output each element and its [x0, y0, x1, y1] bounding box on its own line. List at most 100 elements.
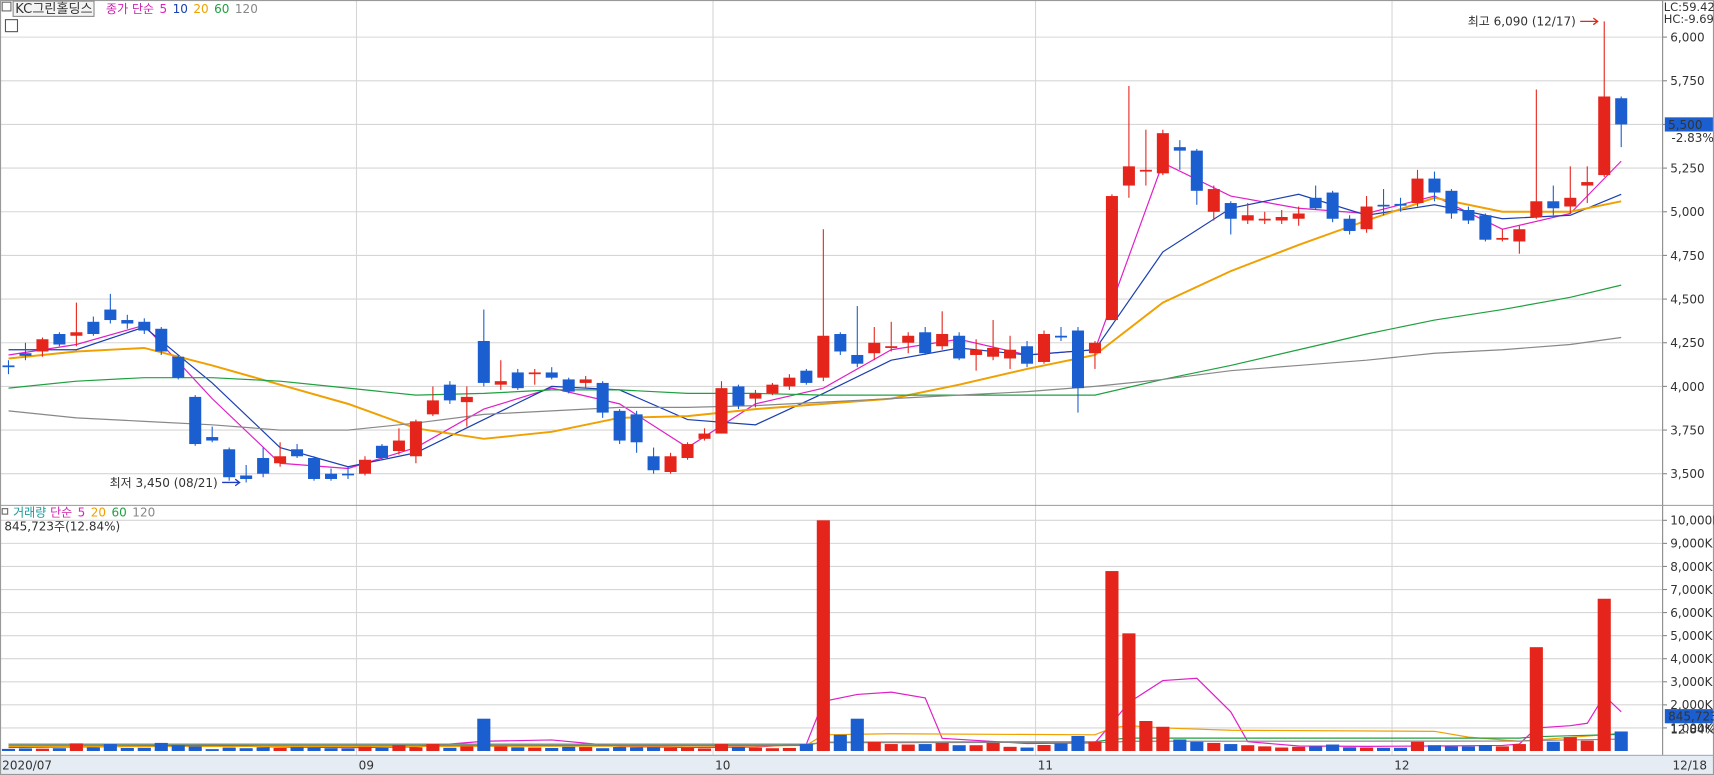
x-tick-label: 10 — [715, 759, 730, 773]
candle-body — [409, 421, 422, 457]
y-tick-label: 3,000K — [1670, 675, 1713, 689]
candle-body — [1292, 213, 1305, 219]
volume-bar — [731, 747, 746, 751]
last-change-label: -2.83% — [1671, 131, 1713, 145]
volume-bar — [1156, 726, 1170, 751]
candle-body — [919, 332, 932, 354]
legend-entry[interactable]: 20 — [91, 505, 106, 519]
candle-body — [189, 396, 202, 445]
volume-bar — [222, 747, 236, 751]
candle-body — [851, 354, 864, 364]
candle-body — [800, 370, 813, 383]
y-tick-label: 7,000K — [1670, 583, 1713, 597]
candle-body — [613, 410, 626, 441]
candle-body — [358, 459, 371, 474]
volume-bar — [1241, 745, 1255, 751]
volume-bar — [867, 741, 881, 751]
y-tick-label: 5,250 — [1670, 161, 1704, 175]
candle-body — [1275, 217, 1288, 221]
title-box[interactable] — [12, 0, 95, 17]
candle-body — [1258, 218, 1271, 221]
volume-bar — [782, 747, 796, 751]
volume-bar — [154, 742, 168, 751]
candle-body — [53, 334, 66, 345]
candle-body — [630, 414, 643, 443]
volume-bar — [1258, 746, 1272, 751]
volume-bar — [1512, 744, 1526, 751]
marks-layer — [1, 21, 1628, 751]
candle-body — [1122, 166, 1135, 186]
annotation: 최저 3,450 (08/21) — [110, 476, 218, 490]
candle-body — [1326, 192, 1339, 219]
candle-body — [138, 321, 151, 331]
volume-bar — [816, 520, 830, 751]
candle-body — [1530, 201, 1543, 217]
volume-bar — [171, 745, 185, 751]
volume-bar — [511, 747, 525, 751]
legend-entry[interactable]: 5 — [160, 2, 168, 16]
legend-entry[interactable]: 5 — [78, 505, 86, 519]
volume-bar — [188, 746, 202, 751]
candle-body — [868, 342, 881, 354]
x-axis-bar — [0, 754, 1714, 775]
volume-bar — [613, 747, 627, 751]
volume-bar — [918, 744, 932, 751]
candle-body — [19, 353, 32, 356]
volume-bar — [680, 747, 695, 751]
volume-bar — [52, 748, 66, 751]
legend-entry[interactable]: 120 — [235, 2, 258, 16]
volume-bar — [1393, 747, 1408, 751]
volume-bar — [494, 746, 508, 751]
candle-body — [1428, 178, 1441, 193]
hc-label: HC:-9.69 — [1664, 12, 1714, 26]
candle-body — [70, 332, 83, 336]
candle-body — [257, 458, 270, 474]
y-tick-label: 4,250 — [1670, 336, 1704, 350]
candle-body — [1088, 342, 1101, 354]
legend-entry[interactable]: 60 — [112, 505, 127, 519]
legend-entry[interactable]: 60 — [214, 2, 229, 16]
candle-body — [172, 356, 185, 378]
header-icon — [1, 1, 12, 12]
volume-bar — [205, 749, 219, 751]
candle-body — [528, 372, 541, 375]
candle-body — [698, 433, 711, 439]
legend-method: 단순 — [132, 2, 154, 16]
volume-bar — [952, 745, 966, 751]
table-icon[interactable] — [4, 19, 19, 33]
volume-bar — [1461, 746, 1475, 751]
y-tick-label: 2,000K — [1670, 698, 1713, 712]
candle-body — [1581, 182, 1594, 186]
legend-entry[interactable]: 20 — [193, 2, 208, 16]
candle-body — [1021, 346, 1034, 364]
volume-bar — [579, 747, 593, 751]
volume-bar — [969, 745, 983, 751]
candle-body — [1564, 197, 1577, 207]
volume-bar — [1614, 731, 1628, 751]
candle-body — [1411, 178, 1424, 204]
legend-entry[interactable]: 120 — [132, 505, 155, 519]
candle-body — [1462, 210, 1475, 221]
candle-body — [1004, 349, 1017, 359]
y-tick-label: 5,750 — [1670, 74, 1704, 88]
x-tick-label: 09 — [359, 759, 374, 773]
candle-body — [1615, 98, 1628, 125]
legend-indicator: 종가 — [106, 2, 128, 16]
volume-bar — [1292, 746, 1306, 751]
annotation-arrow — [222, 478, 241, 487]
legend-method: 단순 — [50, 505, 72, 519]
volume-bar — [1037, 744, 1051, 751]
last-date: 12/18 — [1672, 759, 1707, 773]
y-tick-label: 4,000K — [1670, 652, 1713, 666]
candle-body — [885, 346, 898, 348]
volume-bar — [358, 746, 372, 751]
candle-body — [936, 334, 949, 347]
legend-entry[interactable]: 10 — [173, 2, 188, 16]
volume-bar — [239, 748, 253, 751]
candle-body — [240, 475, 253, 479]
candle-body — [545, 372, 558, 378]
volume-bar — [850, 718, 864, 751]
